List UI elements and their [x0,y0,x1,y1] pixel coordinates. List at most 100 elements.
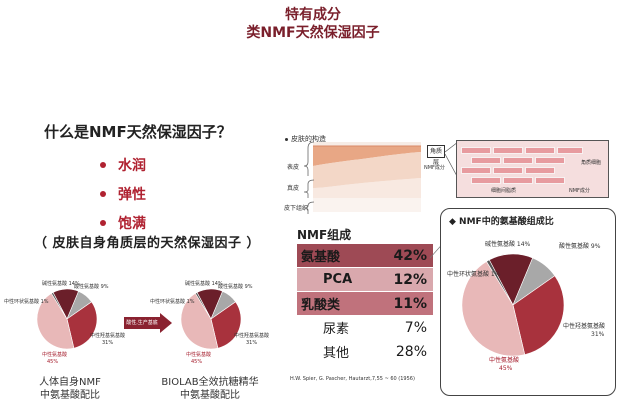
zoom-nmf-label: NMF成分 [569,188,590,194]
corneocyte [557,147,583,154]
pie-slice-2 [66,301,98,349]
corneocyte [493,167,523,174]
comp-label-hydroxy: 中性羟基氨基酸 [563,323,606,330]
pie-slice-4 [50,292,68,320]
row-name: PCA [323,272,353,287]
bullet-dot-icon [100,190,106,197]
pie1-label-hydroxy-pct: 31% [102,340,114,346]
comp-label-cyclic: 中性环状氨基酸 1% [447,271,501,278]
pie1-label-basic: 碱性氨基酸 14% [42,281,80,287]
skin-title-text: 皮肤的构造 [291,135,326,143]
stratum-corneum-zoom: 角质细胞 细胞间脂质 NMF成分 [456,140,609,198]
table-row: 氨基酸 42% [297,244,433,268]
table-row: 尿素 7% [297,316,433,340]
pie2-label-basic: 碱性氨基酸 14% [185,281,223,287]
pie1-caption: 人体自身NMF 中氨基酸配比 [20,376,120,402]
pie-slice-3 [36,292,75,350]
composition-title: ◆ NMF中的氨基酸组成比 [449,217,554,227]
pie2-label-hydroxy-pct: 31% [246,340,258,346]
bullet-dot-icon [285,137,288,141]
comp-label-hydroxy-pct: 31% [591,331,605,338]
row-name: 尿素 [323,322,350,337]
row-pct: 28% [395,343,427,360]
pie-slice-4 [486,259,514,306]
zoom-connector-icon [444,141,459,179]
bullet-dot-icon [100,161,106,168]
arrow-label: 酸性,生产基底 [126,320,158,326]
benefit-label: 饱满 [118,215,146,232]
row-pct: 11% [393,295,427,312]
benefit-item: 饱满 [100,208,146,237]
pie1-label-cyclic: 中性环状氨基酸 1% [4,299,49,305]
pie-composition-svg [461,253,565,357]
nmf-heading: NMF组成 [297,228,352,242]
pie-slice-2 [512,275,565,355]
corneocyte [525,167,555,174]
page-header: 特有成分 类NMF天然保湿因子 [0,6,626,42]
citation: H.W. Spier, G. Pascher, Hautarzt,7,55 ~ … [290,376,415,382]
pie1-label-neutral-pct: 45% [47,359,59,365]
corneocyte [525,147,555,154]
benefit-list: 水润 弹性 饱满 [100,150,146,237]
pie-chart-human [36,288,98,350]
benefit-item: 水润 [100,150,146,179]
row-pct: 7% [404,319,427,336]
pie-slice-2 [210,301,242,349]
corneocyte [503,177,533,184]
nmf-component-label: NMF成分 [424,165,445,171]
subtitle: （ 皮肤自身角质层的天然保湿因子 ） [34,236,261,251]
pie1-caption-line2: 中氨基酸配比 [40,390,100,401]
pie-slice-4 [194,292,212,320]
pie1-caption-line1: 人体自身NMF [39,377,101,388]
pie2-label-cyclic: 中性环状氨基酸 1% [150,299,195,305]
corneocyte [461,147,491,154]
layer-brace-icon [303,141,315,214]
pie2-caption-line1: BIOLAB全效抗糖精华 [161,377,259,388]
lipid-label: 细胞间脂质 [491,188,517,194]
arrow-banner: 酸性,生产基底 [124,317,160,329]
corneocyte [461,167,491,174]
benefit-item: 弹性 [100,179,146,208]
layer-dermis: 真皮 [287,185,300,192]
amino-acid-composition-panel: ◆ NMF中的氨基酸组成比 碱性氨基酸 14% 酸性氨基酸 9% 中性环状氨基酸… [440,208,616,396]
pie2-caption-line2: 中氨基酸配比 [180,390,240,401]
table-row: PCA 12% [297,268,433,292]
comp-label-basic: 碱性氨基酸 14% [485,241,531,248]
row-name: 乳酸类 [301,298,341,313]
pie-human-svg [36,288,98,350]
skin-structure-title: 皮肤的构造 [285,134,326,144]
corneocyte [493,147,523,154]
comp-label-neutral: 中性氨基酸 [489,357,520,364]
pie-slice-3 [461,261,526,357]
stratum-corneum-callout: 角质层 [427,145,445,166]
question-title: 什么是NMF天然保湿因子？ [44,123,232,141]
pie1-label-neutral: 中性氨基酸 [42,352,68,358]
header-line2: 类NMF天然保湿因子 [246,25,380,41]
corneocyte [535,177,565,184]
table-row: 其他 28% [297,340,433,364]
nmf-composition-table: 氨基酸 42% PCA 12% 乳酸类 11% 尿素 7% 其他 28% [297,244,433,364]
layer-subcutis: 皮下组织 [284,205,309,212]
pie-biolab-svg [180,288,242,350]
pie2-label-hydroxy: 中性羟基氨基酸 [234,333,270,339]
benefit-label: 弹性 [118,186,146,203]
corneocyte-label: 角质细胞 [581,160,602,166]
layer-epidermis: 表皮 [287,164,300,171]
pie-chart-composition [461,253,565,357]
pie-slice-3 [180,292,219,350]
pie2-label-neutral: 中性氨基酸 [186,352,212,358]
pie2-label-acidic: 酸性氨基酸 9% [218,284,253,290]
pie2-caption: BIOLAB全效抗糖精华 中氨基酸配比 [150,376,270,402]
comp-label-neutral-pct: 45% [499,365,513,372]
pie1-label-hydroxy: 中性羟基氨基酸 [90,333,126,339]
row-name: 氨基酸 [301,250,341,265]
row-pct: 42% [393,247,427,264]
header-line1: 特有成分 [285,7,341,23]
pie2-label-neutral-pct: 45% [191,359,203,365]
skin-diagram [313,142,421,212]
corneocyte [503,157,533,164]
arrow-right-icon [160,313,172,333]
benefit-label: 水润 [118,157,146,174]
bullet-dot-icon [100,219,106,226]
table-row: 乳酸类 11% [297,292,433,316]
